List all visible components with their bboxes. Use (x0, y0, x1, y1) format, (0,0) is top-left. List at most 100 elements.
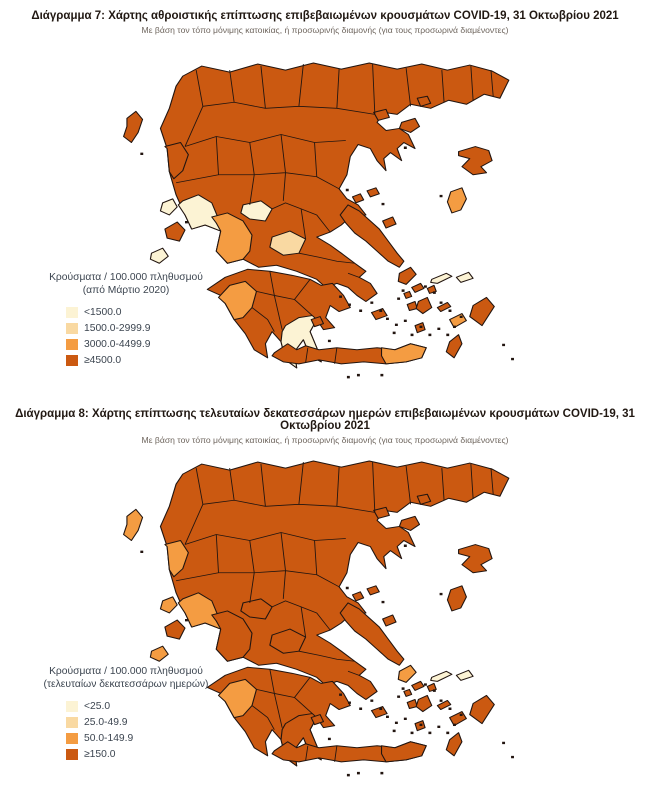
region-paros (406, 698, 418, 710)
region-evrytania (240, 598, 273, 620)
region-milos (370, 308, 388, 321)
region-paros (406, 300, 418, 312)
legend-heading-line2: (από Μάρτιο 2020) (82, 284, 170, 296)
diagram-7-section: Διάγραμμα 7: Χάρτης αθροιστικής επίπτωση… (0, 10, 650, 398)
region-lesbos (458, 146, 493, 176)
region-kos-kalymnos (449, 313, 467, 329)
legend-swatch (66, 323, 78, 335)
region-limnos (398, 117, 421, 133)
legend-item: <25.0 (66, 699, 232, 715)
prefecture-borders (175, 64, 494, 364)
region-samothraki (416, 95, 432, 107)
region-andros (397, 664, 417, 683)
region-kefalonia (164, 619, 186, 640)
region-skiathos (351, 591, 365, 602)
region-ikaria (430, 272, 453, 284)
greece-map-svg (123, 460, 514, 777)
diagram-7-title: Διάγραμμα 7: Χάρτης αθροιστικής επίπτωση… (31, 10, 619, 22)
region-limnos (398, 515, 421, 531)
region-thesprotia (164, 142, 189, 180)
report-page: { "page": {"background": "#ffffff"}, "pa… (0, 10, 650, 796)
region-mykonos (426, 682, 437, 692)
region-alonissos (366, 585, 380, 596)
region-thasos (373, 108, 390, 121)
legend-items: <25.0 25.0-49.9 50.0-149.9 ≥150.0 (66, 699, 232, 763)
region-preveza-arta (177, 194, 222, 232)
legend-14day: Κρούσματα / 100.000 πληθυσμού (τελευταίω… (20, 666, 232, 763)
region-amorgos (436, 301, 452, 313)
diagram-7-map-area: Κρούσματα / 100.000 πληθυσμού (από Μάρτι… (0, 56, 650, 390)
region-crete-east (380, 741, 427, 763)
legend-item: ≥4500.0 (66, 353, 232, 369)
region-euboea (339, 602, 405, 666)
region-evrytania (240, 200, 273, 222)
legend-item: ≥150.0 (66, 747, 232, 763)
region-kythira (310, 316, 325, 328)
region-syros (403, 290, 413, 299)
diagram-8-subtitle: Με βάση τον τόπο μόνιμης κατοικίας, ή πρ… (141, 435, 509, 445)
region-zakynthos (149, 247, 169, 264)
region-corfu (123, 508, 144, 542)
region-alonissos (366, 187, 380, 198)
region-rhodes (469, 694, 495, 725)
legend-swatch (66, 355, 78, 367)
region-corfu (123, 110, 144, 144)
region-thasos (373, 506, 390, 519)
region-kos-kalymnos (449, 711, 467, 727)
legend-items: <1500.0 1500.0-2999.9 3000.0-4499.9 ≥4500.0 (66, 305, 232, 369)
region-zakynthos (149, 645, 169, 662)
legend-heading: Κρούσματα / 100.000 πληθυσμού (από Μάρτι… (20, 272, 232, 298)
region-chios (446, 585, 467, 612)
region-euboea (339, 204, 405, 268)
legend-label: 1500.0-2999.9 (84, 323, 151, 335)
greece-choropleth-cumulative (118, 56, 520, 388)
legend-heading-line2: (τελευταίων δεκατεσσάρων ημερών) (43, 678, 209, 690)
legend-swatch (66, 733, 78, 745)
region-aitoloakarnania (211, 212, 253, 264)
region-syros (403, 688, 413, 697)
diagram-8-section: Διάγραμμα 8: Χάρτης επίπτωσης τελευταίων… (0, 408, 650, 806)
legend-swatch (66, 701, 78, 713)
legend-heading-line1: Κρούσματα / 100.000 πληθυσμού (49, 666, 203, 677)
legend-swatch (66, 749, 78, 761)
legend-swatch (66, 717, 78, 729)
legend-item: 1500.0-2999.9 (66, 321, 232, 337)
region-thesprotia (164, 540, 189, 578)
legend-label: ≥4500.0 (84, 355, 122, 367)
region-ilia (217, 678, 258, 719)
region-samothraki (416, 493, 432, 505)
region-andros (397, 266, 417, 285)
region-lefkada (159, 198, 178, 216)
region-preveza-arta (177, 592, 222, 630)
region-samos (455, 271, 474, 283)
region-mainland (159, 460, 510, 700)
region-crete-east (380, 343, 427, 365)
region-kythira (310, 714, 325, 726)
legend-item: 3000.0-4499.9 (66, 337, 232, 353)
legend-swatch (66, 307, 78, 319)
region-ilia (217, 280, 258, 321)
region-milos (370, 706, 388, 719)
region-tinos (411, 282, 425, 293)
legend-label: <1500.0 (84, 307, 122, 319)
legend-heading: Κρούσματα / 100.000 πληθυσμού (τελευταίω… (20, 666, 232, 692)
region-chios (446, 187, 467, 214)
region-rhodes (469, 296, 495, 327)
legend-swatch (66, 339, 78, 351)
region-amorgos (436, 699, 452, 711)
prefecture-borders (175, 462, 494, 762)
region-naxos (415, 296, 433, 315)
legend-item: <1500.0 (66, 305, 232, 321)
region-aitoloakarnania (211, 610, 253, 662)
region-tinos (411, 680, 425, 691)
greece-map-svg (123, 62, 514, 379)
legend-item: 50.0-149.9 (66, 731, 232, 747)
legend-label: 3000.0-4499.9 (84, 339, 151, 351)
diagram-8-map-area: Κρούσματα / 100.000 πληθυσμού (τελευταίω… (0, 454, 650, 788)
legend-item: 25.0-49.9 (66, 715, 232, 731)
legend-label: <25.0 (84, 701, 111, 713)
region-karpathos (445, 732, 463, 757)
diagram-7-subtitle: Με βάση τον τόπο μόνιμης κατοικίας, ή πρ… (141, 25, 509, 35)
region-ikaria (430, 670, 453, 682)
legend-label: ≥150.0 (84, 749, 116, 761)
